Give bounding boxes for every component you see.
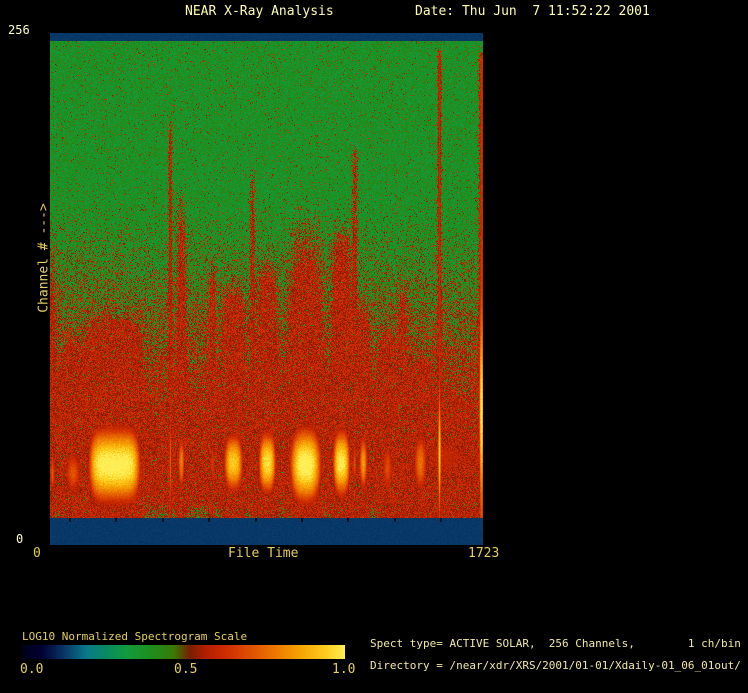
colorbar-tick-max: 1.0 <box>332 662 356 677</box>
directory-line: Directory = /near/xdr/XRS/2001/01-01/Xda… <box>370 659 741 672</box>
x-axis-min-label: 0 <box>33 546 41 561</box>
colorbar <box>22 645 345 659</box>
app-title: NEAR X-Ray Analysis <box>185 4 334 19</box>
colorbar-tick-mid: 0.5 <box>174 662 198 677</box>
colorbar-tick-min: 0.0 <box>20 662 44 677</box>
colorbar-title: LOG10 Normalized Spectrogram Scale <box>22 630 248 643</box>
spect-type-line: Spect type= ACTIVE SOLAR, 256 Channels, … <box>370 637 741 650</box>
date-label: Date: Thu Jun 7 11:52:22 2001 <box>415 4 650 19</box>
x-axis-title: File Time <box>228 546 299 561</box>
x-axis-max-label: 1723 <box>468 546 500 561</box>
spectrogram-heatmap <box>50 33 483 545</box>
y-axis-min-label: 0 <box>16 532 24 546</box>
y-axis-max-label: 256 <box>8 23 30 37</box>
